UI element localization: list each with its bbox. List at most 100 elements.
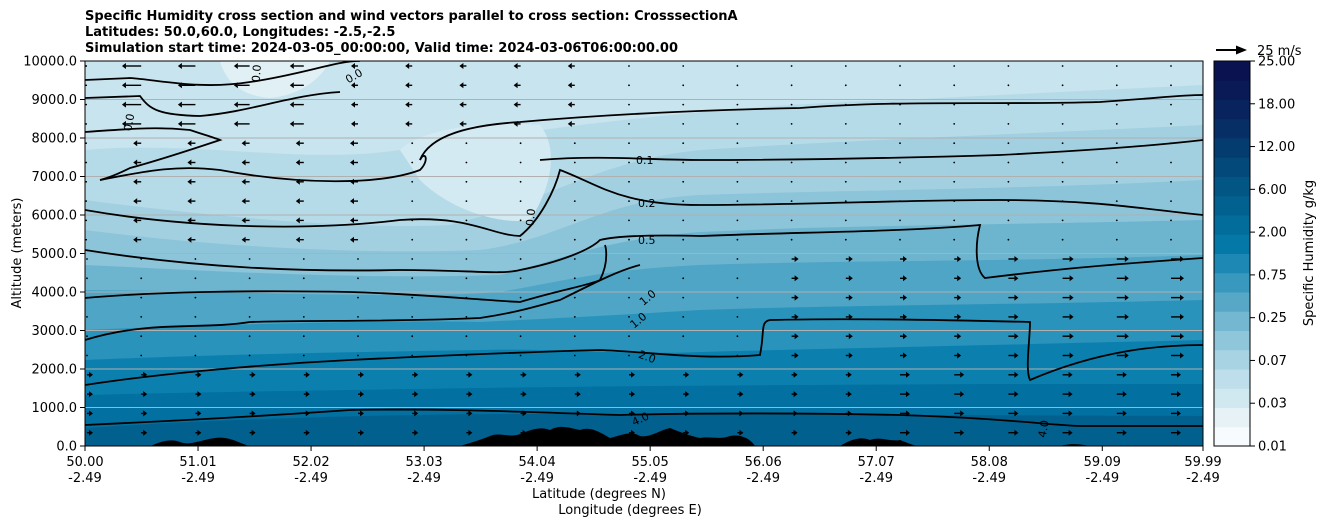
wind-vector [1116, 429, 1127, 436]
wind-vector [86, 335, 88, 338]
wind-vector [465, 316, 468, 318]
x-tick-label-lat: 58.08 [971, 455, 1008, 470]
wind-vector [411, 180, 414, 183]
wind-vector [412, 391, 419, 398]
wind-vector [86, 296, 88, 299]
wind-vector [194, 354, 197, 357]
wind-vector [1170, 238, 1172, 241]
x-tick-label-lat: 59.09 [1084, 455, 1121, 470]
wind-vector [357, 316, 359, 318]
y-tick-label: 4000.0 [32, 286, 78, 301]
wind-vector [195, 391, 202, 398]
wind-vector [195, 371, 202, 378]
wind-vector [411, 219, 414, 222]
wind-vector [86, 354, 88, 357]
wind-vector [1007, 103, 1010, 106]
wind-vector [289, 101, 304, 108]
colorbar-swatch [1214, 311, 1250, 331]
wind-vector [1170, 200, 1172, 203]
gridlines [85, 99, 1203, 408]
colorbar-swatch [1214, 426, 1250, 447]
wind-vector [844, 103, 847, 106]
wind-vector [1008, 256, 1019, 262]
wind-vector [628, 316, 630, 318]
y-tick-label: 2000.0 [32, 363, 78, 378]
wind-vector [248, 277, 251, 280]
quiver-key-label: 25 m/s [1257, 44, 1302, 59]
wind-vector [141, 410, 148, 417]
wind-vector [791, 333, 799, 340]
wind-vector [628, 219, 630, 222]
wind-vector [954, 391, 965, 398]
wind-vector [1062, 275, 1074, 282]
humidity-band [400, 123, 551, 221]
wind-vector [519, 296, 522, 299]
wind-vector [1170, 180, 1172, 183]
wind-vector [1061, 65, 1064, 67]
wind-vector [195, 410, 202, 417]
x-tick-label-lon: -2.49 [633, 471, 667, 486]
wind-vector [736, 103, 739, 106]
wind-vector [86, 316, 88, 318]
wind-vector [791, 371, 798, 378]
wind-vector [303, 391, 310, 398]
x-tick-label-lon: -2.49 [859, 471, 893, 486]
wind-vector [177, 82, 196, 89]
wind-vector [899, 123, 901, 125]
wind-vector [1115, 219, 1118, 222]
wind-vector [1061, 238, 1064, 241]
wind-vector [405, 63, 413, 69]
wind-vector [233, 120, 250, 127]
colorbar-swatch [1214, 234, 1250, 254]
wind-vector [791, 256, 799, 262]
wind-vector [628, 161, 630, 164]
wind-vector [519, 161, 522, 164]
wind-vector [628, 238, 630, 241]
colorbar-swatch [1214, 349, 1250, 370]
wind-vector [791, 410, 798, 417]
wind-vector [465, 354, 468, 357]
colorbar-swatch [1214, 369, 1250, 389]
wind-vector [295, 236, 304, 243]
wind-vector [736, 335, 739, 338]
wind-vector [737, 391, 744, 398]
contour-line [85, 61, 360, 86]
wind-vector [954, 352, 962, 359]
wind-vector [844, 142, 847, 145]
wind-vector [411, 354, 414, 357]
wind-vector [351, 101, 358, 108]
contour-label: 0.5 [638, 234, 656, 247]
wind-vector [953, 219, 956, 222]
wind-vector [459, 120, 467, 127]
wind-vector [133, 159, 142, 166]
wind-vector [358, 371, 364, 378]
contour-line [539, 139, 1203, 161]
wind-vector [683, 371, 690, 378]
wind-vector [459, 101, 467, 108]
wind-vector [465, 335, 468, 338]
wind-vector [1007, 142, 1010, 145]
wind-vector [121, 63, 142, 69]
wind-vector [519, 335, 522, 338]
wind-vector [465, 296, 468, 299]
wind-vector [844, 84, 847, 87]
wind-vector [899, 180, 901, 183]
wind-vector [351, 120, 358, 127]
wind-vector [1115, 65, 1118, 67]
wind-vector [459, 82, 467, 89]
wind-vector [574, 410, 581, 417]
wind-vector [573, 161, 576, 164]
wind-vector [295, 178, 304, 185]
colorbar: 0.01 0.03 0.07 0.25 0.75 2.00 6.00 12.00 18.00 25… [1214, 55, 1295, 455]
wind-vector [350, 217, 358, 224]
wind-vector [195, 429, 202, 436]
wind-vector [133, 236, 142, 243]
wind-vector [1007, 200, 1010, 203]
contour-label: 2.0 [637, 348, 658, 366]
wind-vector [1062, 410, 1073, 417]
wind-vector [187, 236, 196, 243]
chart-title-line-3: Simulation start time: 2024-03-05_00:00:… [85, 41, 678, 56]
wind-vector [141, 371, 148, 378]
wind-vector [1008, 333, 1019, 340]
wind-vector [1062, 371, 1073, 378]
